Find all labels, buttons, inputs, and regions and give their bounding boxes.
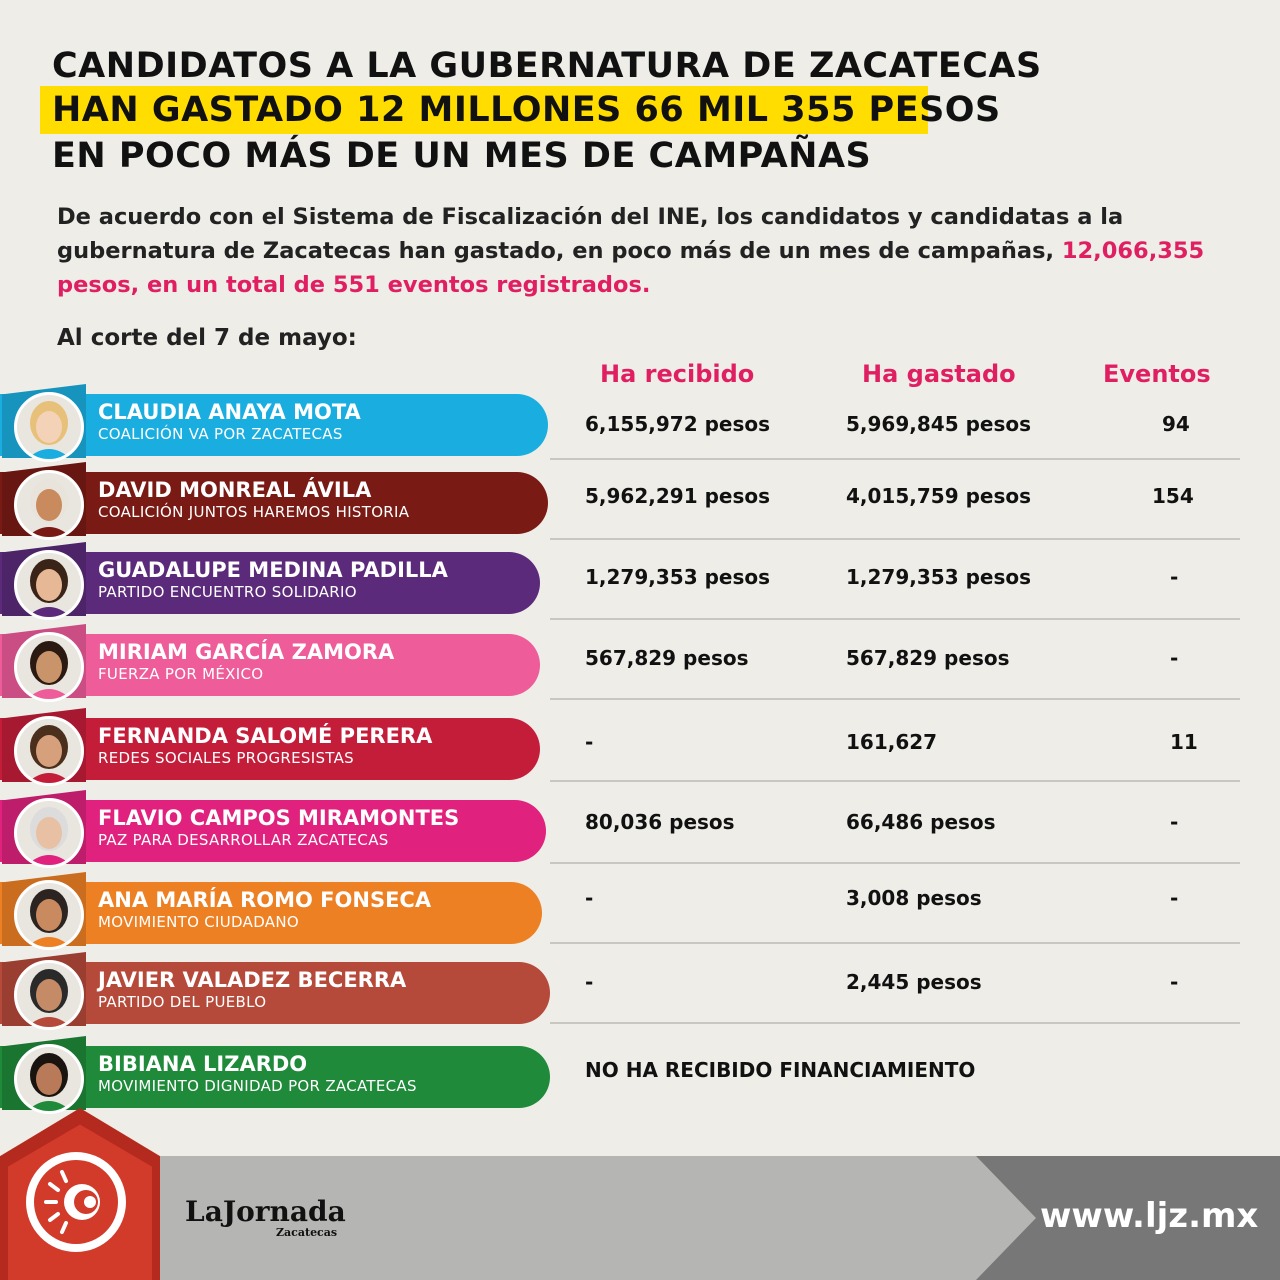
candidate-pill: JAVIER VALADEZ BECERRA PARTIDO DEL PUEBLO: [0, 952, 550, 1030]
row-divider: [550, 458, 1240, 460]
events-value: 94: [1162, 412, 1190, 436]
received-value: -: [585, 730, 594, 754]
candidate-pill: BIBIANA LIZARDO MOVIMIENTO DIGNIDAD POR Z…: [0, 1036, 550, 1114]
received-value: -: [585, 886, 594, 910]
row-divider: [550, 538, 1240, 540]
events-value: -: [1170, 970, 1179, 994]
spent-value: 161,627: [846, 730, 938, 754]
headline-highlight-band: [40, 86, 928, 134]
candidate-avatar: [14, 632, 84, 702]
row-divider: [550, 618, 1240, 620]
candidate-avatar: [14, 716, 84, 786]
received-value: 5,962,291 pesos: [585, 484, 770, 508]
received-value: -: [585, 970, 594, 994]
row-divider: [550, 862, 1240, 864]
candidate-party: COALICIÓN JUNTOS HAREMOS HISTORIA: [98, 503, 410, 521]
events-value: -: [1170, 810, 1179, 834]
events-value: -: [1170, 565, 1179, 589]
col-header-received: Ha recibido: [600, 360, 755, 388]
candidate-party: PAZ PARA DESARROLLAR ZACATECAS: [98, 831, 389, 849]
candidate-party: FUERZA POR MÉXICO: [98, 665, 264, 683]
spent-value: 66,486 pesos: [846, 810, 996, 834]
candidate-party: PARTIDO DEL PUEBLO: [98, 993, 267, 1011]
candidate-name: ANA MARÍA ROMO FONSECA: [98, 888, 432, 912]
events-value: 11: [1170, 730, 1198, 754]
candidate-pill: FERNANDA SALOMÉ PERERA REDES SOCIALES PRO…: [0, 708, 540, 786]
candidate-party: PARTIDO ENCUENTRO SOLIDARIO: [98, 583, 357, 601]
brand-name: LaJornada: [185, 1195, 346, 1228]
candidate-pill: FLAVIO CAMPOS MIRAMONTES PAZ PARA DESARRO…: [0, 790, 546, 868]
brand-subtitle: Zacatecas: [276, 1226, 338, 1239]
candidate-avatar: [14, 798, 84, 868]
intro-highlight: 12,066,355 pesos, en un total de 551 eve…: [57, 238, 1205, 298]
spent-value: 2,445 pesos: [846, 970, 982, 994]
no-funding-note: NO HA RECIBIDO FINANCIAMIENTO: [585, 1058, 976, 1082]
headline-line2: HAN GASTADO 12 MILLONES 66 MIL 355 PESOS: [52, 90, 1001, 130]
candidate-name: JAVIER VALADEZ BECERRA: [98, 968, 407, 992]
candidate-name: FERNANDA SALOMÉ PERERA: [98, 724, 433, 748]
cutoff-date: Al corte del 7 de mayo:: [57, 325, 357, 351]
row-divider: [550, 1022, 1240, 1024]
candidate-avatar: [14, 880, 84, 950]
received-value: 567,829 pesos: [585, 646, 749, 670]
candidate-name: FLAVIO CAMPOS MIRAMONTES: [98, 806, 460, 830]
candidate-avatar: [14, 470, 84, 540]
received-value: 6,155,972 pesos: [585, 412, 770, 436]
candidate-name: CLAUDIA ANAYA MOTA: [98, 400, 361, 424]
candidate-party: REDES SOCIALES PROGRESISTAS: [98, 749, 354, 767]
headline-line1: CANDIDATOS A LA GUBERNATURA DE ZACATECAS: [52, 46, 1042, 86]
spent-value: 1,279,353 pesos: [846, 565, 1031, 589]
headline-line3: EN POCO MÁS DE UN MES DE CAMPAÑAS: [52, 136, 872, 176]
sun-logo-icon: [26, 1152, 126, 1252]
col-header-spent: Ha gastado: [862, 360, 1016, 388]
candidate-pill: CLAUDIA ANAYA MOTA COALICIÓN VA POR ZACAT…: [0, 384, 548, 462]
received-value: 1,279,353 pesos: [585, 565, 770, 589]
candidate-pill: MIRIAM GARCÍA ZAMORA FUERZA POR MÉXICO: [0, 624, 540, 702]
col-header-events: Eventos: [1103, 360, 1211, 388]
candidate-party: COALICIÓN VA POR ZACATECAS: [98, 425, 343, 443]
row-divider: [550, 780, 1240, 782]
events-value: 154: [1152, 484, 1194, 508]
spent-value: 5,969,845 pesos: [846, 412, 1031, 436]
candidate-avatar: [14, 392, 84, 462]
candidate-name: DAVID MONREAL ÁVILA: [98, 478, 372, 502]
events-value: -: [1170, 646, 1179, 670]
candidate-name: MIRIAM GARCÍA ZAMORA: [98, 640, 395, 664]
row-divider: [550, 942, 1240, 944]
candidate-party: MOVIMIENTO DIGNIDAD POR ZACATECAS: [98, 1077, 417, 1095]
received-value: 80,036 pesos: [585, 810, 735, 834]
candidate-pill: ANA MARÍA ROMO FONSECA MOVIMIENTO CIUDADA…: [0, 872, 542, 950]
candidate-pill: GUADALUPE MEDINA PADILLA PARTIDO ENCUENTR…: [0, 542, 540, 620]
candidate-avatar: [14, 960, 84, 1030]
site-url[interactable]: www.ljz.mx: [1040, 1196, 1259, 1236]
row-divider: [550, 698, 1240, 700]
intro-text: De acuerdo con el Sistema de Fiscalizaci…: [57, 204, 1124, 264]
candidate-avatar: [14, 1044, 84, 1114]
intro-paragraph: De acuerdo con el Sistema de Fiscalizaci…: [57, 200, 1237, 302]
spent-value: 4,015,759 pesos: [846, 484, 1031, 508]
candidate-party: MOVIMIENTO CIUDADANO: [98, 913, 299, 931]
spent-value: 567,829 pesos: [846, 646, 1010, 670]
candidate-name: BIBIANA LIZARDO: [98, 1052, 308, 1076]
candidate-pill: DAVID MONREAL ÁVILA COALICIÓN JUNTOS HARE…: [0, 462, 548, 540]
candidate-name: GUADALUPE MEDINA PADILLA: [98, 558, 448, 582]
events-value: -: [1170, 886, 1179, 910]
candidate-avatar: [14, 550, 84, 620]
spent-value: 3,008 pesos: [846, 886, 982, 910]
